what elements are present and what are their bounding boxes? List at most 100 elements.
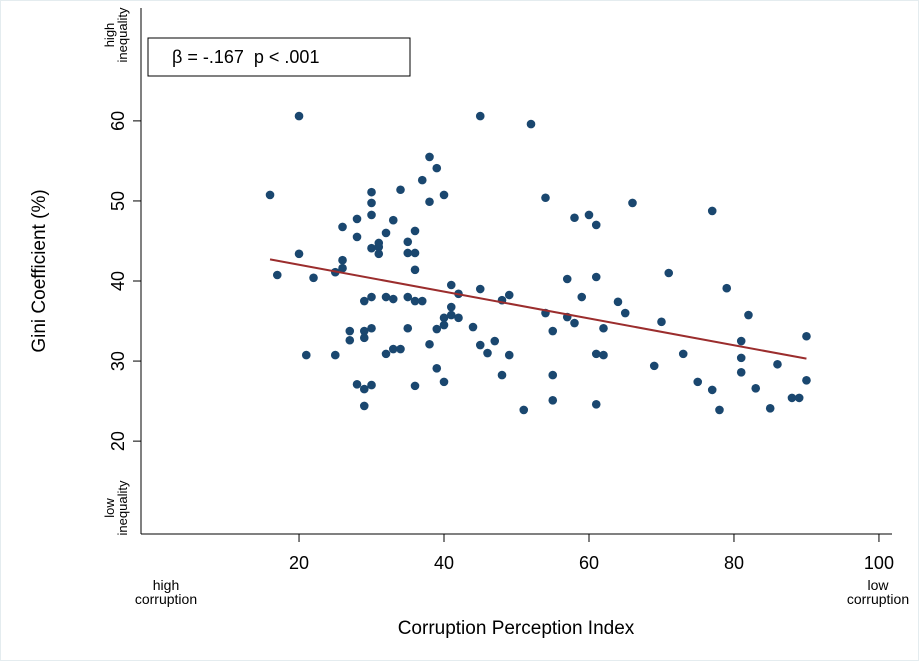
point: [591, 349, 601, 359]
point: [330, 350, 340, 360]
point: [338, 263, 347, 273]
y-annotation: low: [102, 498, 117, 518]
point: [570, 318, 579, 328]
point: [359, 384, 369, 394]
point: [526, 119, 536, 129]
point: [722, 283, 732, 293]
point: [736, 367, 746, 377]
point: [294, 249, 304, 259]
point: [410, 265, 420, 275]
x-tick-label: 60: [579, 553, 599, 573]
point: [649, 361, 659, 371]
point: [751, 383, 761, 393]
point: [765, 404, 775, 413]
point: [548, 395, 558, 405]
point: [403, 237, 413, 247]
point: [432, 163, 442, 173]
point: [396, 185, 405, 195]
fit-line: [269, 258, 807, 360]
point: [439, 313, 449, 323]
point: [562, 274, 572, 284]
point: [548, 326, 558, 336]
point: [613, 297, 623, 307]
point: [483, 348, 492, 358]
point: [454, 313, 463, 323]
point: [541, 193, 550, 203]
point: [396, 344, 405, 354]
x-tick-label: 80: [724, 553, 744, 573]
x-axis-label: Corruption Perception Index: [398, 618, 635, 639]
y-tick-label: 30: [108, 351, 128, 371]
point: [599, 323, 608, 333]
point: [577, 292, 587, 302]
point: [425, 152, 434, 162]
x-tick-label: 40: [434, 553, 454, 573]
x-tick-label: 20: [289, 553, 309, 573]
point: [403, 248, 413, 258]
point: [657, 317, 666, 327]
point: [707, 385, 717, 395]
point: [381, 349, 391, 359]
y-annotation: inequality: [115, 7, 130, 62]
point: [338, 255, 347, 265]
point: [352, 214, 362, 224]
point: [628, 198, 637, 208]
point: [359, 296, 369, 306]
point: [773, 359, 782, 369]
point: [787, 393, 797, 403]
point: [591, 272, 601, 282]
point: [468, 322, 478, 332]
point: [439, 190, 449, 200]
x-annotation: low: [867, 577, 889, 593]
point: [548, 370, 558, 380]
point: [715, 405, 724, 415]
point: [475, 340, 485, 350]
point: [388, 215, 398, 225]
point: [497, 370, 507, 380]
point: [794, 393, 804, 403]
point: [367, 198, 376, 208]
point: [381, 292, 391, 302]
point: [367, 380, 376, 390]
point: [367, 187, 376, 197]
point: [381, 228, 391, 238]
point: [272, 270, 282, 280]
point: [802, 375, 811, 385]
point: [367, 243, 376, 253]
point: [410, 296, 420, 306]
point: [504, 350, 514, 360]
point: [744, 310, 753, 320]
y-annotation: inequality: [115, 480, 130, 535]
point: [359, 401, 369, 411]
point: [367, 323, 376, 333]
point: [352, 379, 362, 389]
point: [519, 405, 529, 415]
y-tick-label: 60: [108, 111, 128, 131]
point: [359, 326, 369, 336]
x-annotation: corruption: [135, 591, 197, 607]
point: [352, 232, 362, 242]
point: [309, 273, 318, 283]
point: [417, 296, 427, 306]
point: [417, 175, 427, 185]
point: [802, 331, 811, 341]
point: [345, 326, 355, 336]
y-tick-label: 20: [108, 431, 128, 451]
point: [367, 210, 376, 220]
point: [410, 248, 420, 258]
x-annotation: corruption: [847, 591, 909, 607]
point: [359, 333, 369, 343]
point: [446, 310, 456, 320]
point: [475, 284, 485, 294]
y-annotation: high: [102, 23, 117, 48]
point: [425, 197, 434, 207]
point: [403, 323, 413, 333]
point: [584, 210, 594, 220]
annotation-box: [147, 37, 411, 77]
point: [599, 350, 608, 360]
point: [707, 206, 717, 216]
point: [410, 226, 420, 236]
point: [439, 320, 449, 330]
